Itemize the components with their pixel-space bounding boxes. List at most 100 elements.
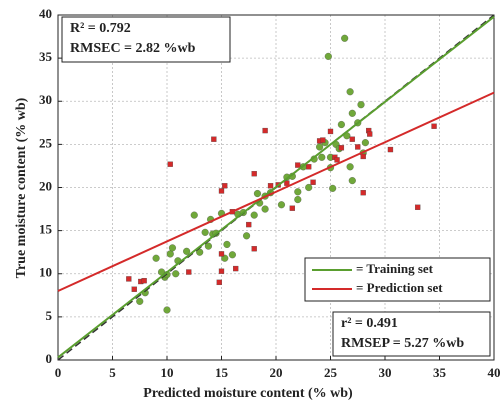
legend-label: = Prediction set [356, 280, 443, 295]
training-point [305, 183, 313, 192]
prediction-point [415, 204, 421, 210]
prediction-point [320, 137, 326, 143]
annotation-text: RMSEP = 5.27 %wb [341, 336, 464, 351]
y-tick-label: 25 [39, 135, 53, 150]
training-point [201, 228, 209, 236]
training-point [261, 205, 269, 213]
training-point [168, 244, 177, 252]
x-tick-label: 15 [215, 365, 229, 380]
training-point [228, 251, 236, 259]
training-point [337, 120, 345, 129]
legend-box [304, 257, 491, 302]
training-point [250, 211, 258, 219]
legend: = Training set = Prediction set [304, 257, 491, 302]
training-point [294, 196, 302, 204]
x-tick-label: 0 [55, 365, 62, 380]
prediction-point [327, 128, 334, 135]
training-point [204, 242, 212, 250]
training-point [223, 240, 231, 248]
y-tick-label: 10 [39, 265, 52, 280]
prediction-point [289, 205, 296, 211]
training-point [183, 247, 191, 255]
training-point [348, 177, 356, 185]
x-tick-label: 30 [379, 365, 392, 380]
fit-line [57, 91, 495, 292]
prediction-point [360, 190, 366, 196]
y-tick-label: 35 [39, 49, 53, 64]
y-tick-label: 5 [46, 308, 53, 323]
prediction-point [262, 127, 268, 134]
prediction-point [131, 286, 137, 292]
training-point [348, 109, 356, 117]
prediction-point [211, 136, 217, 142]
prediction-point [233, 265, 239, 272]
y-tick-label: 40 [39, 6, 52, 21]
y-tick-label: 20 [39, 178, 52, 193]
training-point [329, 184, 337, 192]
y-axis-label: True moisture content (% wb) [14, 97, 29, 278]
training-point [324, 52, 332, 60]
training-point [277, 201, 286, 209]
prediction-point [216, 279, 222, 286]
prediction-point [355, 144, 361, 150]
prediction-point [284, 180, 290, 186]
x-tick-label: 10 [161, 365, 174, 380]
training-point [166, 250, 174, 258]
prediction-point [218, 268, 225, 274]
fit-line [57, 15, 495, 359]
prediction-point [186, 269, 192, 275]
prediction-point [306, 164, 312, 170]
plot-frame [57, 14, 495, 361]
training-point [361, 139, 369, 147]
prediction-point [367, 131, 373, 137]
annotation-text: RMSEC = 2.82 %wb [70, 41, 196, 56]
x-tick-label: 40 [488, 365, 501, 380]
annotation: r² = 0.491 RMSEP = 5.27 %wb [332, 311, 491, 357]
y-tick-label: 15 [39, 222, 53, 237]
prediction-point [218, 251, 225, 257]
x-axis-label: Predicted moisture content (% wb) [143, 386, 353, 401]
training-point [136, 297, 144, 305]
prediction-point [387, 146, 394, 153]
y-tick-label: 0 [46, 351, 53, 366]
training-point [346, 163, 354, 171]
training-point [346, 88, 354, 96]
annotation-box [61, 16, 231, 63]
legend-label: = Training set [356, 261, 434, 276]
x-tick-label: 35 [433, 365, 447, 380]
training-point [172, 270, 180, 278]
prediction-point [246, 221, 252, 228]
prediction-point [310, 179, 316, 185]
prediction-point [218, 188, 225, 194]
y-tick-label: 30 [39, 92, 52, 107]
prediction-point [295, 162, 301, 168]
training-point [316, 143, 324, 151]
prediction-point [251, 246, 257, 252]
prediction-point [267, 183, 274, 189]
annotation: R² = 0.792 RMSEC = 2.82 %wb [61, 16, 231, 63]
prediction-point [338, 145, 345, 151]
training-point [190, 211, 198, 219]
annotation-text: r² = 0.491 [341, 316, 398, 331]
prediction-point [360, 153, 366, 160]
prediction-point [251, 171, 257, 177]
annotation-box [332, 311, 491, 357]
prediction-point [431, 123, 437, 129]
training-point [152, 254, 160, 262]
training-point [341, 34, 349, 42]
annotation-text: R² = 0.792 [70, 21, 131, 36]
training-point [357, 101, 365, 109]
prediction-point [349, 136, 355, 142]
prediction-point [126, 276, 132, 282]
prediction-point [222, 183, 228, 189]
x-tick-label: 5 [109, 365, 116, 380]
prediction-point [334, 157, 340, 163]
training-point [163, 306, 171, 314]
x-tick-label: 25 [324, 365, 338, 380]
training-point [243, 232, 251, 240]
prediction-point [167, 161, 173, 167]
training-point [294, 188, 302, 196]
prediction-point [141, 277, 147, 284]
training-point [253, 189, 262, 198]
